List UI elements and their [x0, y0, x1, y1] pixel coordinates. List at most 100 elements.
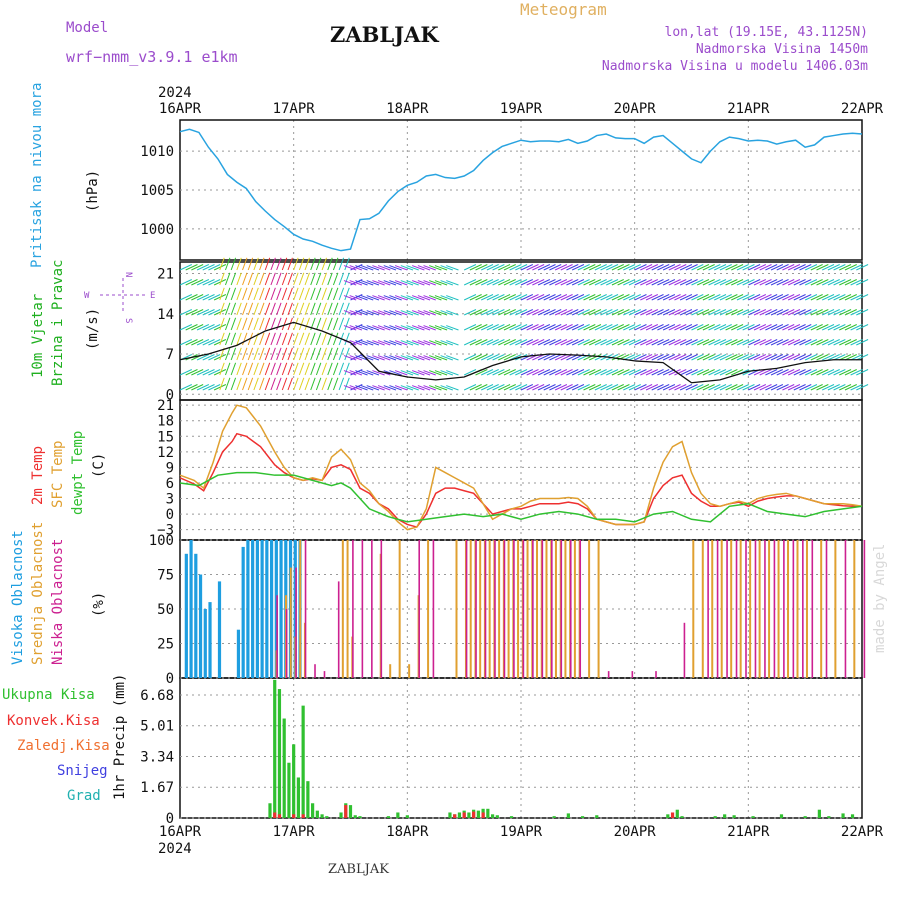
mid-cloud-bar [768, 540, 771, 678]
wind-barb [304, 377, 310, 391]
wind-barb [810, 324, 823, 331]
mid-cloud-bar [853, 540, 856, 678]
wind-barb [366, 265, 380, 271]
wind-dir-s: S [123, 318, 133, 323]
wind-barb [691, 324, 704, 331]
wind-barb [475, 384, 488, 391]
wind-barb [645, 294, 659, 301]
wind-barb [276, 347, 282, 361]
wind-barb [532, 354, 545, 361]
bottom-year-label: 2024 [158, 841, 192, 857]
wind-barb [417, 295, 431, 301]
wind-barb [429, 295, 442, 301]
wind-barb [543, 294, 556, 301]
wind-barb [343, 295, 357, 301]
wind-barb [753, 384, 767, 391]
wind-barb [400, 370, 414, 376]
mid-cloud-bar [588, 540, 591, 678]
wind-barb [543, 264, 556, 271]
wind-barb [537, 264, 551, 271]
wind-barb [810, 294, 823, 301]
wind-barb [787, 354, 801, 361]
low-cloud-bar [465, 540, 468, 678]
wind-barb [310, 332, 316, 346]
wind-barb [383, 340, 397, 346]
wind-barb [191, 324, 204, 331]
wind-barb [822, 294, 835, 301]
wind-barb [526, 384, 539, 391]
wind-barb [748, 324, 761, 331]
wind-barb [537, 294, 551, 301]
mid-cloud-bar [536, 540, 539, 678]
wind-barb [463, 324, 477, 331]
wind-barb [759, 264, 772, 271]
cloud-plot [184, 540, 866, 678]
total-rain-bar [751, 816, 755, 818]
wind-barb [719, 339, 732, 346]
wind-barb [185, 279, 198, 286]
wind-barb [793, 339, 806, 346]
wind-barb [236, 332, 242, 346]
y-tick-label: 3 [166, 492, 174, 508]
total-rain-bar [306, 781, 310, 818]
wind-barb [742, 309, 755, 316]
wind-barb [736, 264, 749, 271]
wind-barb [321, 302, 327, 316]
wind-barb [583, 324, 596, 331]
wind-barb [537, 279, 551, 286]
wind-barb [498, 354, 511, 361]
wind-barb [810, 264, 823, 271]
precip-legend-frz: Zaledj.Kisa [17, 738, 110, 754]
high-cloud-bar [189, 540, 193, 678]
wind-barb [844, 279, 857, 286]
wind-unit: (m/s) [85, 308, 101, 350]
wind-barb [355, 310, 368, 316]
low-cloud-bar [541, 540, 544, 678]
wind-barb [822, 309, 835, 316]
total-rain-bar [287, 762, 291, 818]
wind-barb [338, 302, 345, 316]
wind-barb [549, 354, 562, 361]
wind-barb [503, 264, 516, 271]
wind-y-axis: 21 14 7 0 [157, 267, 862, 403]
wind-barb [662, 309, 676, 316]
wind-barb [714, 264, 727, 271]
wind-barb [748, 264, 761, 271]
wind-barb [606, 339, 619, 346]
wind-barb [383, 325, 397, 331]
wind-barb [230, 377, 237, 391]
wind-barb [463, 264, 477, 271]
wind-barb [332, 317, 339, 331]
wind-barb [532, 384, 545, 391]
wind-barb [486, 264, 499, 271]
wind-barb [759, 294, 772, 301]
wind-barb [315, 362, 322, 376]
wind-barb [850, 354, 863, 361]
low-cloud-bar [683, 622, 686, 678]
wind-barb [377, 310, 391, 316]
wind-barb [594, 279, 607, 286]
wind-barb [731, 309, 744, 316]
wind-barb [839, 294, 852, 301]
wind-barb [411, 370, 425, 376]
wind-barb [770, 264, 784, 271]
wind-barb [623, 264, 636, 271]
wind-barb [383, 310, 397, 316]
wind-barb [366, 355, 380, 361]
high-cloud-bar [236, 629, 241, 678]
wind-barb [281, 257, 288, 271]
wind-barb [321, 257, 327, 271]
wind-barb [372, 325, 385, 331]
wind-barb [492, 264, 505, 271]
wind-barb [554, 294, 568, 301]
wind-barb [509, 264, 522, 271]
y-tick-label: 1.67 [140, 780, 174, 796]
wind-barb [492, 309, 505, 316]
wind-barb [423, 265, 436, 271]
wind-barb [520, 339, 533, 346]
wind-barb [810, 309, 823, 316]
low-cloud-bar [361, 540, 364, 678]
wind-barb [668, 294, 681, 301]
wind-barb [617, 369, 630, 376]
wind-barb [691, 369, 704, 376]
